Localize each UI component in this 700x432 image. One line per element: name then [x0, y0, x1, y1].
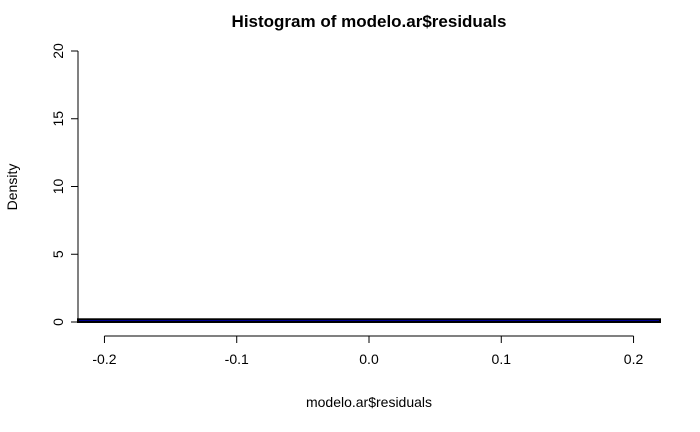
x-tick-label: 0.2	[624, 351, 644, 367]
chart-title: Histogram of modelo.ar$residuals	[232, 12, 507, 31]
y-tick-label: 5	[50, 250, 66, 258]
x-tick-label: 0.0	[359, 351, 379, 367]
x-tick-label: -0.2	[92, 351, 116, 367]
y-axis-label: Density	[4, 164, 20, 211]
x-axis: -0.2 -0.1 0.0 0.1 0.2	[92, 335, 644, 367]
histogram-bars	[77, 318, 661, 324]
y-axis: 0 5 10 15 20	[50, 43, 79, 326]
y-tick-label: 0	[50, 318, 66, 326]
y-tick-label: 20	[50, 43, 66, 59]
histogram-bar	[77, 318, 661, 324]
y-tick-label: 10	[50, 179, 66, 195]
y-tick-label: 15	[50, 111, 66, 127]
x-axis-label: modelo.ar$residuals	[306, 394, 432, 410]
x-tick-label: 0.1	[492, 351, 512, 367]
x-tick-label: -0.1	[225, 351, 249, 367]
